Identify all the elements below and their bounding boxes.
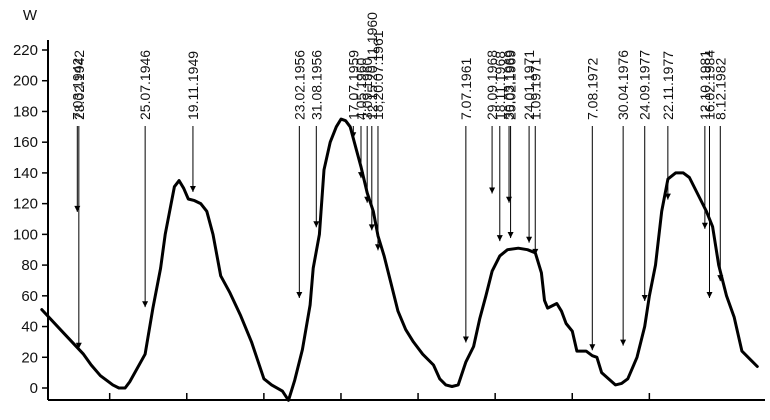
annotation-arrowhead bbox=[532, 248, 539, 255]
annotation-arrowhead bbox=[496, 235, 503, 242]
series-line-0 bbox=[40, 117, 759, 402]
annotation-label: 19.11.1949 bbox=[185, 51, 201, 120]
annotation-arrowhead bbox=[717, 275, 724, 282]
y-tick-label: 40 bbox=[21, 319, 38, 336]
annotation-arrowhead bbox=[462, 336, 469, 343]
y-axis-label: W bbox=[23, 7, 38, 24]
annotation-label: 30.03.1969 bbox=[501, 50, 517, 120]
annotation-label: 8.12.1982 bbox=[712, 58, 728, 120]
annotation-arrowhead bbox=[296, 292, 303, 298]
annotation-arrowhead bbox=[364, 196, 371, 203]
annotation-arrowhead bbox=[75, 342, 82, 349]
annotation-label: 7.07.1961 bbox=[458, 58, 474, 120]
y-tick-label: 180 bbox=[13, 103, 38, 120]
annotation-label: 1.09.1971 bbox=[527, 58, 543, 120]
annotation-label: 12.10.1981 bbox=[697, 50, 713, 120]
y-tick-label: 200 bbox=[13, 73, 38, 90]
annotation-label: 31.08.1956 bbox=[308, 50, 324, 120]
annotation-label: 22.11.1977 bbox=[660, 51, 676, 120]
y-tick-label: 80 bbox=[21, 257, 38, 274]
annotation-label: 18,20.07.1961 bbox=[370, 30, 386, 120]
annotation-arrowhead bbox=[358, 172, 364, 179]
y-tick-label: 120 bbox=[13, 196, 38, 213]
annotation-arrowhead bbox=[368, 224, 375, 231]
annotation-label: 7.08.1972 bbox=[584, 58, 600, 120]
annotation-arrowhead bbox=[701, 222, 708, 229]
annotation-arrowhead bbox=[664, 193, 671, 200]
annotation-arrowhead bbox=[375, 244, 381, 251]
annotation-arrowhead bbox=[489, 187, 496, 194]
annotation-arrowhead bbox=[507, 232, 514, 239]
annotation-label: 29.09.1968 bbox=[484, 50, 500, 120]
annotation-label: 17.07.1959 bbox=[345, 50, 361, 120]
annotation-arrowhead bbox=[142, 301, 149, 308]
annotation-label: 12.15.20.11.1960 bbox=[364, 12, 380, 120]
annotation-arrowhead bbox=[350, 132, 357, 139]
y-tick-label: 160 bbox=[13, 134, 38, 151]
annotation-arrowhead bbox=[74, 205, 81, 212]
annotation-label: 25.07.1946 bbox=[137, 50, 153, 120]
annotation-arrowhead bbox=[189, 186, 196, 192]
annotation-label: 24.09.1977 bbox=[637, 50, 653, 120]
annotation-arrowhead bbox=[313, 221, 320, 228]
annotation-arrowhead bbox=[589, 344, 596, 351]
y-tick-label: 100 bbox=[13, 226, 38, 243]
annotation-arrowhead bbox=[506, 196, 512, 203]
annotation-label: 28.02.1942 bbox=[71, 50, 87, 120]
y-tick-label: 140 bbox=[13, 165, 38, 182]
annotation-label: 18.11.1968 bbox=[492, 51, 508, 120]
y-tick-label: 0 bbox=[30, 380, 38, 397]
annotation-label: 16.02.1984 bbox=[701, 50, 717, 120]
annotation-arrowhead bbox=[526, 236, 533, 243]
annotation-label: 7.03.1942 bbox=[69, 58, 85, 120]
y-tick-label: 220 bbox=[13, 42, 38, 59]
annotation-arrowhead bbox=[706, 292, 713, 298]
y-tick-label: 20 bbox=[21, 349, 38, 366]
annotation-label: 4.05.1960 bbox=[353, 58, 369, 120]
annotation-label: 25.02.1969 bbox=[503, 50, 519, 120]
annotation-label: 24.01.1971 bbox=[521, 50, 537, 120]
annotation-arrowhead bbox=[620, 339, 627, 346]
annotation-label: 3.09.1960 bbox=[359, 58, 375, 120]
annotation-label: 23.02.1956 bbox=[291, 50, 307, 120]
y-tick-label: 60 bbox=[21, 288, 38, 305]
annotation-arrowhead bbox=[641, 295, 648, 302]
annotation-label: 30.04.1976 bbox=[615, 50, 631, 120]
